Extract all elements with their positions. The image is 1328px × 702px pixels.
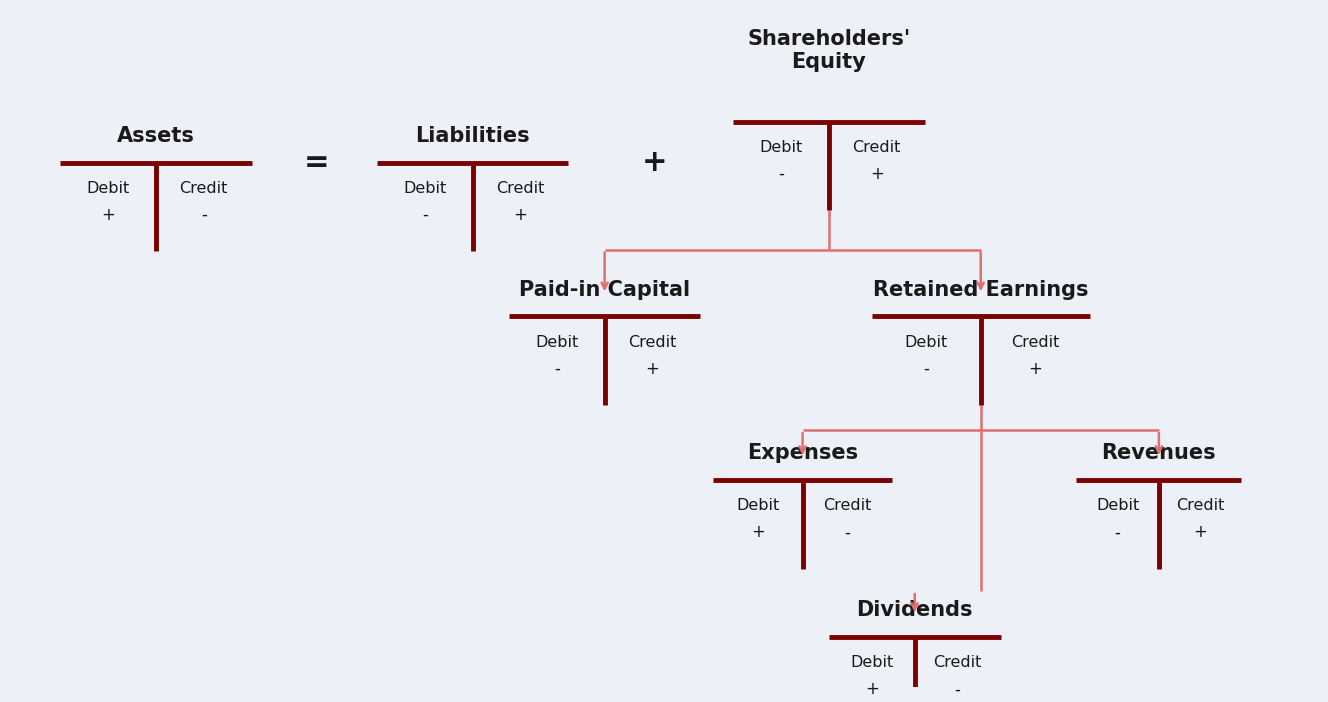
Text: -: - <box>422 206 428 224</box>
Text: Debit: Debit <box>1096 498 1139 513</box>
Text: Debit: Debit <box>850 655 894 670</box>
Text: +: + <box>514 206 527 224</box>
Text: Credit: Credit <box>1175 498 1224 513</box>
Text: Credit: Credit <box>934 655 981 670</box>
Text: -: - <box>554 359 559 378</box>
Text: +: + <box>752 524 765 541</box>
Text: Credit: Credit <box>628 335 677 350</box>
Text: -: - <box>845 524 850 541</box>
Text: +: + <box>101 206 116 224</box>
Text: +: + <box>645 359 660 378</box>
Text: Debit: Debit <box>86 181 130 196</box>
Text: Liabilities: Liabilities <box>416 126 530 146</box>
Text: Revenues: Revenues <box>1101 444 1216 463</box>
Text: -: - <box>201 206 207 224</box>
Text: Debit: Debit <box>904 335 948 350</box>
Text: Dividends: Dividends <box>857 600 973 621</box>
Text: Retained Earnings: Retained Earnings <box>872 279 1089 300</box>
Text: -: - <box>778 165 784 183</box>
Text: Debit: Debit <box>535 335 579 350</box>
Text: -: - <box>923 359 930 378</box>
Text: Credit: Credit <box>823 498 871 513</box>
Text: +: + <box>1028 359 1042 378</box>
Text: +: + <box>1193 524 1207 541</box>
Text: Debit: Debit <box>760 140 802 155</box>
Text: Expenses: Expenses <box>748 444 858 463</box>
Text: Paid-in Capital: Paid-in Capital <box>519 279 691 300</box>
Text: Credit: Credit <box>497 181 544 196</box>
Text: Debit: Debit <box>404 181 446 196</box>
Text: Assets: Assets <box>117 126 195 146</box>
Text: +: + <box>641 148 668 177</box>
Text: +: + <box>870 165 883 183</box>
Text: =: = <box>304 148 329 177</box>
Text: Credit: Credit <box>179 181 228 196</box>
Text: -: - <box>955 680 960 698</box>
Text: Debit: Debit <box>737 498 780 513</box>
Text: Credit: Credit <box>853 140 900 155</box>
Text: Credit: Credit <box>1011 335 1060 350</box>
Text: -: - <box>1114 524 1121 541</box>
Text: +: + <box>865 680 879 698</box>
Text: Shareholders'
Equity: Shareholders' Equity <box>748 29 911 72</box>
